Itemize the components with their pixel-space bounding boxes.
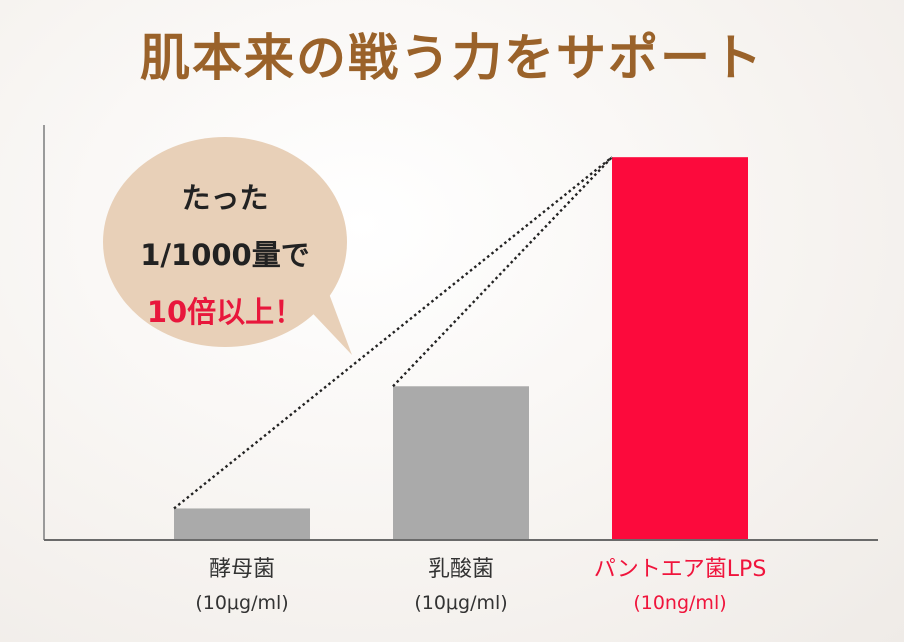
category-label-1: 酵母菌 (10μg/ml) bbox=[132, 552, 352, 618]
callout-line-1: たった bbox=[181, 181, 269, 215]
category-unit: (10μg/ml) bbox=[414, 592, 508, 614]
category-label-3: パントエア菌LPS (10ng/ml) bbox=[570, 552, 790, 618]
callout-bubble bbox=[103, 137, 347, 347]
connector-line-1 bbox=[173, 156, 613, 510]
category-label-2: 乳酸菌 (10μg/ml) bbox=[351, 552, 571, 618]
callout-line-2: 1/1000量で bbox=[140, 238, 310, 272]
bar-3 bbox=[612, 157, 748, 539]
callout-tail bbox=[300, 275, 352, 355]
category-name: パントエア菌LPS bbox=[593, 557, 767, 582]
category-unit: (10ng/ml) bbox=[633, 592, 727, 614]
bar-1 bbox=[174, 508, 310, 539]
bar-2 bbox=[393, 386, 529, 539]
category-unit: (10μg/ml) bbox=[195, 592, 289, 614]
callout-line-3: 10倍以上！ bbox=[146, 295, 304, 329]
connector-line-2 bbox=[392, 156, 613, 388]
page-title: 肌本来の戦う力をサポート bbox=[140, 29, 764, 87]
callout-text: たった 1/1000量で 10倍以上！ bbox=[104, 170, 346, 341]
category-name: 酵母菌 bbox=[208, 557, 275, 582]
category-name: 乳酸菌 bbox=[427, 557, 494, 582]
